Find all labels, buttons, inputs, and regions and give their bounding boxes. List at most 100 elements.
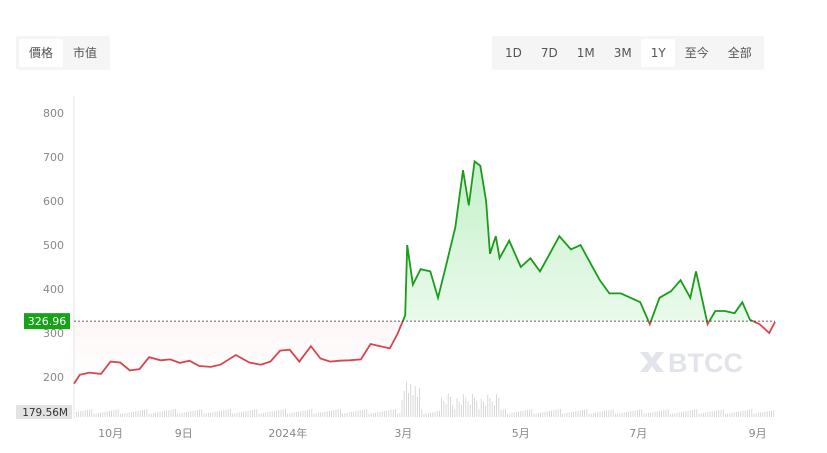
volume-bar	[672, 413, 673, 417]
tab-market-cap[interactable]: 市值	[73, 46, 98, 60]
volume-bar	[483, 402, 484, 417]
volume-bar	[247, 410, 249, 417]
volume-bar	[386, 410, 387, 417]
volume-bar	[192, 410, 194, 417]
range-3m[interactable]: 3M	[613, 46, 632, 60]
volume-bar	[736, 412, 737, 417]
volume-bar	[654, 411, 656, 417]
volume-bar	[535, 413, 537, 417]
volume-bar	[518, 411, 519, 417]
volume-bar	[223, 410, 225, 417]
volume-value: 179.56M	[22, 407, 68, 419]
volume-bar	[692, 410, 693, 417]
volume-bar	[289, 413, 291, 417]
range-1y[interactable]: 1Y	[640, 39, 675, 67]
volume-bar	[485, 405, 486, 417]
range-1d[interactable]: 1D	[505, 46, 522, 60]
volume-bar	[117, 409, 119, 417]
volume-bar	[210, 412, 211, 417]
volume-bar	[579, 410, 581, 417]
volume-bar	[496, 394, 497, 417]
volume-bar	[502, 409, 504, 417]
volume-bar	[155, 412, 156, 417]
y-tick-label: 400	[43, 283, 64, 296]
range-toggle: 1D 7D 1M 3M 1Y 至今 全部	[492, 36, 764, 70]
volume-bar	[104, 411, 106, 417]
volume-bar	[388, 410, 390, 417]
volume-bar	[621, 412, 623, 417]
volume-bar	[410, 384, 412, 417]
volume-bar	[221, 410, 222, 417]
volume-bar	[588, 413, 590, 417]
volume-bar	[395, 409, 396, 417]
volume-bar	[379, 411, 381, 417]
volume-bar	[82, 410, 84, 417]
volume-bar	[549, 411, 550, 417]
volume-bar	[544, 411, 546, 417]
volume-bar	[335, 409, 337, 417]
area-above-reference	[402, 161, 753, 322]
volume-bar	[351, 412, 352, 417]
volume-bar	[628, 411, 629, 417]
volume-bar	[267, 412, 269, 417]
volume-bar	[133, 411, 134, 417]
volume-bar	[135, 411, 137, 417]
volume-bar	[718, 410, 720, 417]
volume-bar	[203, 413, 205, 417]
volume-bar	[95, 413, 97, 417]
volume-bar	[643, 413, 645, 417]
volume-bar	[188, 411, 189, 417]
volume-bar	[186, 412, 187, 417]
volume-bar	[252, 410, 253, 417]
volume-bar	[443, 400, 445, 417]
volume-bar	[465, 397, 467, 417]
volume-label: 179.56M	[16, 405, 72, 419]
x-tick-label: 9日	[175, 427, 193, 440]
volume-bar	[434, 411, 436, 417]
volume-bar	[179, 413, 181, 417]
volume-bar	[368, 413, 370, 417]
range-all[interactable]: 全部	[727, 46, 752, 60]
volume-bar	[227, 409, 229, 417]
volume-bar	[452, 405, 453, 417]
volume-bar	[551, 410, 552, 417]
volume-bar	[260, 413, 262, 417]
tab-price[interactable]: 價格	[19, 39, 64, 67]
volume-bar	[681, 412, 682, 417]
volume-bar	[298, 411, 299, 417]
volume-bar	[641, 409, 643, 417]
volume-bar	[599, 411, 601, 417]
volume-bar	[159, 411, 161, 417]
volume-bar	[538, 413, 539, 417]
volume-bar	[91, 409, 93, 417]
volume-bar	[742, 410, 744, 417]
volume-bar	[564, 413, 566, 417]
range-1m[interactable]: 1M	[576, 46, 595, 60]
range-ytd[interactable]: 至今	[684, 46, 709, 60]
volume-bar	[661, 410, 662, 417]
volume-bar	[749, 409, 750, 417]
volume-bar	[639, 409, 640, 417]
volume-bar	[722, 409, 724, 417]
volume-bar	[650, 412, 651, 417]
volume-bar	[234, 413, 236, 417]
volume-bar	[390, 409, 392, 417]
volume-bar	[744, 410, 746, 417]
x-tick-label: 10月	[98, 427, 123, 440]
volume-bar	[285, 409, 286, 417]
volume-bar	[337, 409, 339, 417]
range-7d[interactable]: 7D	[540, 46, 558, 60]
volume-bar	[700, 413, 702, 417]
volume-bar	[731, 412, 733, 417]
volume-bar	[170, 409, 172, 417]
volume-bar	[232, 413, 233, 417]
volume-bar	[219, 411, 220, 417]
volume-bar	[758, 413, 759, 417]
volume-bar	[533, 413, 535, 417]
volume-bar	[766, 411, 768, 417]
volume-bar	[577, 410, 579, 417]
volume-bar	[120, 414, 121, 417]
volume-bar	[373, 413, 374, 417]
volume-bar	[474, 397, 475, 417]
